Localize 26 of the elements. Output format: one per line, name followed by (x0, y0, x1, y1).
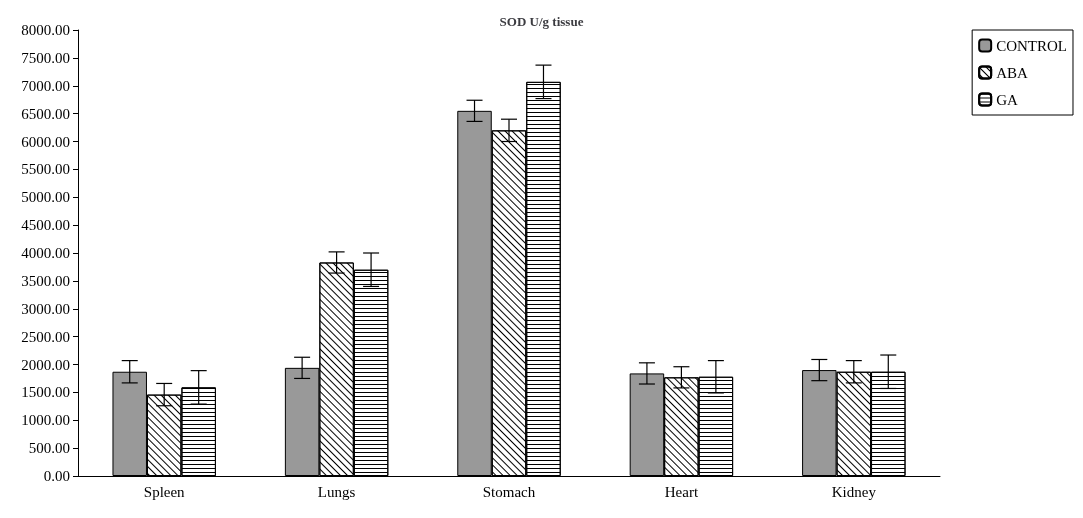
legend-label: CONTROL (996, 37, 1068, 54)
x-tick-label: Stomach (482, 483, 536, 500)
x-tick-label: Heart (664, 483, 699, 500)
y-tick-label: 7000.00 (21, 77, 70, 94)
legend-label: ABA (996, 64, 1028, 81)
y-tick-label: 5000.00 (21, 189, 70, 206)
y-tick-label: 4500.00 (21, 217, 70, 234)
y-tick-label: 500.00 (28, 440, 70, 457)
y-tick-label: 6000.00 (21, 133, 70, 150)
y-tick-label: 6500.00 (21, 105, 70, 122)
chart-title: SOD U/g tissue (499, 14, 584, 29)
y-tick-label: 2000.00 (21, 356, 70, 373)
y-tick-label: 5500.00 (21, 161, 70, 178)
y-tick-label: 3000.00 (21, 300, 70, 317)
y-tick-label: 3500.00 (21, 272, 70, 289)
y-tick-label: 7500.00 (21, 49, 70, 66)
y-tick-label: 8000.00 (21, 22, 70, 38)
y-tick-label: 1500.00 (21, 384, 70, 401)
legend-label: GA (996, 91, 1018, 108)
y-tick-label: 1000.00 (21, 412, 70, 429)
y-tick-label: 2500.00 (21, 328, 70, 345)
x-tick-label: Spleen (143, 483, 186, 500)
y-tick-label: 0.00 (43, 468, 70, 484)
y-tick-label: 4000.00 (21, 245, 70, 261)
x-tick-label: Kidney (831, 483, 877, 500)
x-tick-label: Lungs (317, 483, 356, 500)
